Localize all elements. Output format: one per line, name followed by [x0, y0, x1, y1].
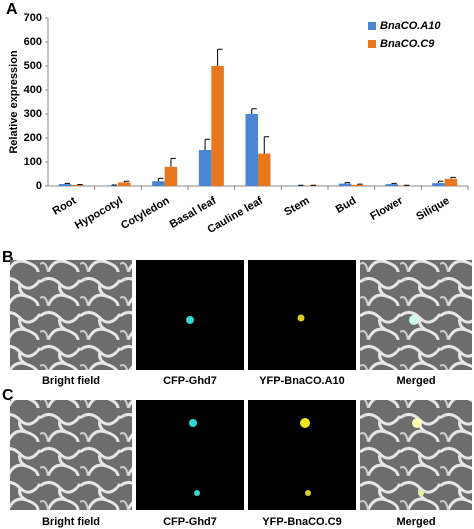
x-tick-label: Bud [334, 195, 359, 216]
panel-label: A [6, 1, 18, 18]
error-bar [391, 182, 397, 185]
nucleus-signal [300, 418, 310, 428]
bar [58, 184, 72, 186]
legend-label: BnaCO.C9 [380, 38, 435, 50]
bar [432, 183, 445, 186]
image-caption: Merged [396, 375, 435, 387]
legend-swatch [368, 40, 376, 48]
panel-b: B [2, 249, 472, 370]
cfp-image [136, 400, 244, 510]
x-tick-label: Silique [414, 195, 451, 223]
bar [198, 150, 212, 186]
error-bar [157, 177, 164, 182]
error-bar [251, 108, 257, 114]
y-tick-label: 100 [24, 156, 42, 168]
bar [164, 166, 178, 186]
y-axis-label: Relative expression [8, 50, 20, 154]
bright-field-image [10, 400, 132, 510]
error-bar [204, 138, 211, 150]
image-caption: CFP-Ghd7 [163, 516, 217, 528]
y-tick-label: 0 [36, 180, 42, 192]
error-bar [64, 182, 71, 185]
error-bar [217, 48, 223, 66]
x-tick-label: Flower [368, 194, 405, 222]
cfp-image [136, 260, 244, 370]
x-tick-label: Cotyledon [119, 195, 172, 232]
nucleus-signal [186, 316, 194, 324]
panel-c: C [2, 387, 472, 510]
x-tick-label: Stem [282, 195, 311, 219]
nucleus-signal [412, 418, 422, 428]
nucleus-signal [189, 419, 197, 427]
merged-image [360, 400, 472, 510]
y-tick-label: 600 [24, 36, 42, 48]
error-bar [263, 136, 270, 154]
bar [385, 184, 398, 186]
y-tick-label: 500 [24, 60, 42, 72]
image-caption: CFP-Ghd7 [163, 375, 217, 387]
error-bar [450, 176, 456, 179]
bar-chart: Relative expression 0 100 200 300 400 500 600 70… [8, 12, 469, 236]
y-tick-label: 700 [24, 12, 42, 24]
legend-label: BnaCO.A10 [380, 20, 441, 32]
bar [444, 178, 458, 186]
bar [245, 114, 258, 186]
image-caption: YFP-BnaCO.A10 [259, 375, 345, 387]
image-caption: Bright field [42, 516, 100, 528]
image-caption: Merged [396, 516, 435, 528]
x-tick-label: Root [51, 195, 79, 218]
y-tick-label: 400 [24, 84, 42, 96]
error-bar [437, 180, 444, 184]
bar [351, 184, 364, 186]
error-bar [344, 182, 351, 184]
panel-label: C [2, 387, 14, 404]
y-tick-label: 200 [24, 132, 42, 144]
nucleus-signal [297, 314, 305, 322]
nucleus-signal [409, 315, 419, 325]
error-bar [123, 180, 130, 183]
nucleus-signal [418, 490, 424, 496]
nucleus-signal [305, 490, 311, 496]
bar [211, 66, 224, 186]
merged-image [360, 260, 472, 370]
panel-label: B [2, 249, 14, 266]
bar [258, 153, 271, 186]
legend-swatch [368, 22, 376, 30]
error-bar [357, 183, 363, 185]
bar [71, 185, 84, 186]
image-caption: Bright field [42, 375, 100, 387]
bright-field-image [10, 260, 132, 370]
bar [338, 183, 352, 186]
error-bar [170, 157, 176, 167]
image-caption: YFP-BnaCO.C9 [262, 516, 341, 528]
yfp-image [248, 400, 356, 510]
x-tick-label: Hypocotyl [73, 195, 125, 232]
bar [152, 181, 165, 186]
y-tick-label: 300 [24, 108, 42, 120]
bar [118, 182, 131, 186]
nucleus-signal [194, 490, 200, 496]
